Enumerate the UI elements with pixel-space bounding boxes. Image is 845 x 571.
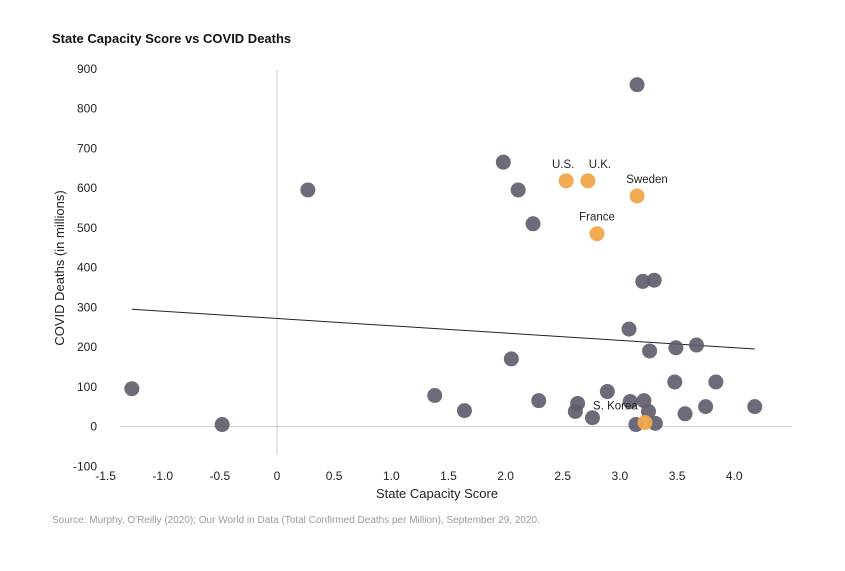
data-point — [584, 410, 600, 426]
data-point — [525, 216, 541, 232]
y-tick-label: 200 — [77, 340, 97, 354]
y-tick-label: 900 — [77, 62, 97, 76]
x-tick-label: 0.5 — [326, 469, 343, 483]
data-point — [124, 381, 140, 397]
x-tick-label: 2.5 — [554, 469, 571, 483]
point-label: S. Korea — [593, 401, 638, 413]
data-point — [668, 340, 684, 356]
point-label: U.S. — [552, 159, 574, 171]
y-tick-label: -100 — [73, 459, 97, 473]
x-tick-label: 1.5 — [440, 469, 457, 483]
x-tick-label: 1.0 — [383, 469, 400, 483]
data-point — [621, 321, 637, 337]
highlighted-point — [558, 173, 574, 189]
y-axis-label: COVID Deaths (in millions) — [52, 190, 67, 345]
trendline — [131, 308, 755, 350]
y-tick-label: 300 — [77, 300, 97, 314]
point-labels: U.S. U.K. Sweden France S. Korea — [552, 159, 668, 413]
y-tick-label: 0 — [90, 420, 97, 434]
x-tick-label: -1.5 — [95, 469, 116, 483]
x-axis-label: State Capacity Score — [376, 486, 498, 501]
source-note: Source: Murphy, O'Reilly (2020); Our Wor… — [52, 515, 540, 526]
data-point — [698, 399, 714, 415]
x-tick-label: 3.0 — [612, 469, 629, 483]
data-point — [667, 374, 683, 390]
highlighted-point — [580, 173, 596, 189]
x-tick-label: -0.5 — [210, 469, 231, 483]
data-point — [747, 399, 763, 415]
x-tick-label: 4.0 — [726, 469, 743, 483]
y-axis-ticks: 900 800 700 600 500 400 300 200 100 0 -100 — [73, 62, 97, 474]
zero-lines — [120, 70, 792, 455]
data-point — [708, 374, 724, 390]
y-tick-label: 700 — [77, 141, 97, 155]
data-point — [599, 384, 615, 400]
y-tick-label: 800 — [77, 102, 97, 116]
data-point — [300, 182, 316, 198]
trendline-group — [131, 308, 755, 350]
chart-title: State Capacity Score vs COVID Deaths — [52, 31, 292, 46]
data-points — [124, 77, 763, 433]
data-point — [456, 403, 472, 419]
data-point — [629, 77, 645, 93]
data-point — [646, 272, 662, 288]
y-tick-label: 600 — [77, 181, 97, 195]
x-tick-label: 0 — [274, 469, 281, 483]
data-point — [503, 351, 519, 367]
highlighted-point — [637, 415, 653, 431]
data-point — [635, 273, 651, 289]
highlighted-point — [629, 188, 645, 204]
data-point — [510, 182, 526, 198]
data-point — [642, 343, 658, 359]
x-tick-label: -1.0 — [152, 469, 173, 483]
point-label: France — [579, 212, 615, 224]
y-tick-label: 100 — [77, 380, 97, 394]
data-point — [570, 395, 586, 411]
data-point — [214, 417, 230, 433]
data-point — [531, 393, 547, 409]
data-point — [622, 393, 638, 409]
point-label: Sweden — [626, 174, 668, 186]
x-axis-ticks: -1.5 -1.0 -0.5 0 0.5 1.0 1.5 2.0 2.5 3.0 3.5 4.0 — [95, 469, 743, 483]
data-point — [495, 154, 511, 170]
highlighted-point — [589, 226, 605, 242]
y-tick-label: 500 — [77, 221, 97, 235]
x-tick-label: 3.5 — [669, 469, 686, 483]
data-point — [688, 337, 704, 353]
point-label: U.K. — [589, 159, 611, 171]
y-tick-label: 400 — [77, 261, 97, 275]
data-point — [677, 406, 693, 422]
x-tick-label: 2.0 — [497, 469, 514, 483]
data-point — [427, 387, 443, 403]
